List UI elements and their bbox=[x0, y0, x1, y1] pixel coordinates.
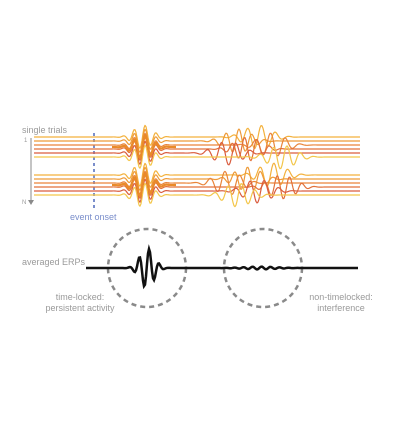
timelocked-caption-line1: time-locked: bbox=[55, 292, 105, 302]
averaged-erp-trace bbox=[86, 244, 358, 290]
trial-stack-bottom-trace-2 bbox=[34, 166, 360, 191]
timelocked-caption: time-locked: persistent activity bbox=[40, 292, 120, 314]
trial-stack-bottom-trace-1 bbox=[34, 162, 360, 187]
trial-axis-arrowhead bbox=[28, 200, 34, 205]
single-trials-label: single trials bbox=[22, 125, 68, 135]
trial-stack-top-timelocked-burst bbox=[111, 134, 177, 160]
trial-stack-bottom-timelocked-burst bbox=[111, 172, 177, 198]
nontimelocked-caption-line2: interference bbox=[317, 303, 365, 313]
trial-stack-top-trace-5 bbox=[34, 140, 360, 166]
trial-stack-top-trace-4 bbox=[34, 136, 360, 162]
trial-stack-bottom-trace-5 bbox=[34, 178, 360, 204]
single-trial-traces bbox=[34, 124, 360, 208]
trial-stack-bottom-trace-4 bbox=[34, 174, 360, 200]
event-onset-label: event onset bbox=[70, 212, 117, 222]
timelocked-caption-line2: persistent activity bbox=[45, 303, 115, 313]
trial-stack-bottom-trace-6 bbox=[34, 182, 360, 208]
trial-stack-top-trace-3 bbox=[34, 132, 360, 157]
trial-stack-bottom-trace-3 bbox=[34, 170, 360, 195]
nontimelocked-caption-line1: non-timelocked: bbox=[309, 292, 373, 302]
trial-stack-top-trace-1 bbox=[34, 124, 360, 149]
averaged-erps-label: averaged ERPs bbox=[22, 257, 86, 267]
trial-first-label: 1 bbox=[24, 138, 28, 144]
trial-last-label: N bbox=[22, 200, 27, 206]
nontimelocked-caption: non-timelocked: interference bbox=[296, 292, 386, 314]
trial-stack-top-trace-6 bbox=[34, 144, 360, 170]
trial-stack-top-trace-2 bbox=[34, 128, 360, 153]
